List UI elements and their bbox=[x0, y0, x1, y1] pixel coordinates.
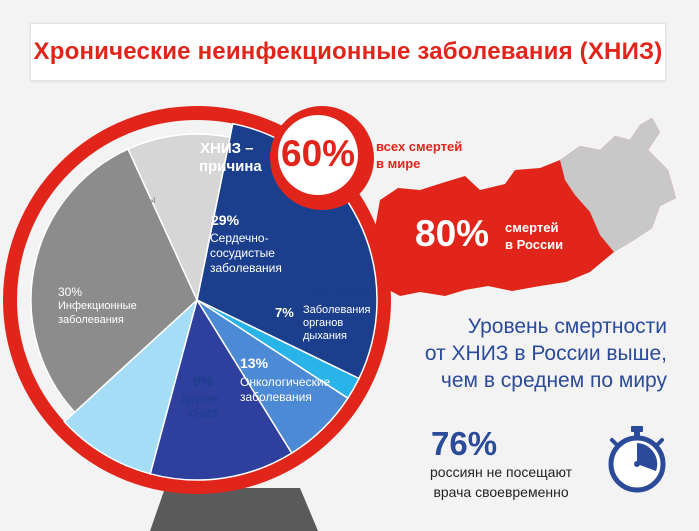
stopwatch-icon bbox=[608, 426, 666, 493]
slice-label-onco-2: заболевания bbox=[240, 390, 312, 404]
slice-label-resp-pct: 7% bbox=[275, 305, 294, 320]
note-line2: от ХНИЗ в России выше, bbox=[424, 342, 667, 365]
russia-note: Уровень смертности от ХНИЗ в России выше… bbox=[395, 313, 667, 394]
slice-label-cardio-1: Сердечно- bbox=[210, 231, 269, 245]
world-text-line1: всех смертей bbox=[376, 139, 463, 154]
stat-line1: россиян не посещают bbox=[430, 464, 573, 480]
slice-label-other-1: Другие bbox=[180, 392, 219, 406]
world-badge-inner bbox=[278, 115, 358, 195]
world-percent: 60% bbox=[281, 133, 356, 174]
slice-label-resp-3: дыхания bbox=[303, 330, 347, 342]
slice-label-infect-pct: 30% bbox=[58, 285, 83, 299]
slice-label-diabetes: Диабет bbox=[332, 287, 369, 299]
world-text-line2: в мире bbox=[376, 156, 421, 171]
slice-label-onco-pct: 13% bbox=[240, 355, 269, 371]
pie-slice-trauma bbox=[127, 133, 231, 303]
world-label-line2: причина bbox=[199, 158, 262, 175]
slice-label-cardio-pct: 29% bbox=[211, 212, 240, 228]
title-box: Хронические неинфекционные заболевания (… bbox=[30, 23, 666, 81]
slice-label-diabetes-pct: 2% bbox=[314, 287, 330, 299]
world-label-line1: ХНИЗ – bbox=[200, 140, 254, 157]
pie-pedestal bbox=[150, 488, 318, 531]
slice-label-trauma: Травмы bbox=[116, 194, 156, 206]
russia-percent: 80% bbox=[415, 213, 490, 254]
stat-percent: 76% bbox=[431, 425, 498, 462]
stat-line2: врача своевременно bbox=[433, 484, 569, 500]
pie-slice-other bbox=[63, 297, 199, 475]
slice-label-cardio-2: сосудистые bbox=[210, 246, 275, 260]
slice-label-resp-1: Заболевания bbox=[303, 304, 371, 316]
slice-label-other-pct: 9% bbox=[193, 373, 214, 389]
slice-label-cardio-3: заболевания bbox=[210, 261, 282, 275]
page-title: Хронические неинфекционные заболевания (… bbox=[33, 38, 663, 65]
pie-red-ring bbox=[3, 106, 391, 494]
slice-label-infect-2: заболевания bbox=[58, 314, 124, 326]
note-line3: чем в среднем по миру bbox=[440, 369, 667, 392]
note-line1: Уровень смертности bbox=[467, 315, 667, 338]
slice-label-trauma-pct: 10% bbox=[119, 178, 144, 192]
stat-text: россиян не посещают врача своевременно bbox=[430, 462, 572, 502]
slice-label-other-2: ХНИЗ bbox=[186, 407, 219, 421]
russia-text-line2: в России bbox=[505, 237, 564, 252]
russia-map-east bbox=[560, 118, 676, 252]
slice-label-infect-1: Инфекционные bbox=[58, 300, 137, 312]
russia-text-line1: смертей bbox=[505, 220, 559, 235]
pie-slice-infectious bbox=[30, 148, 198, 414]
slice-label-onco-1: Онкологические bbox=[240, 375, 331, 389]
slice-label-resp-2: органов bbox=[303, 317, 344, 329]
